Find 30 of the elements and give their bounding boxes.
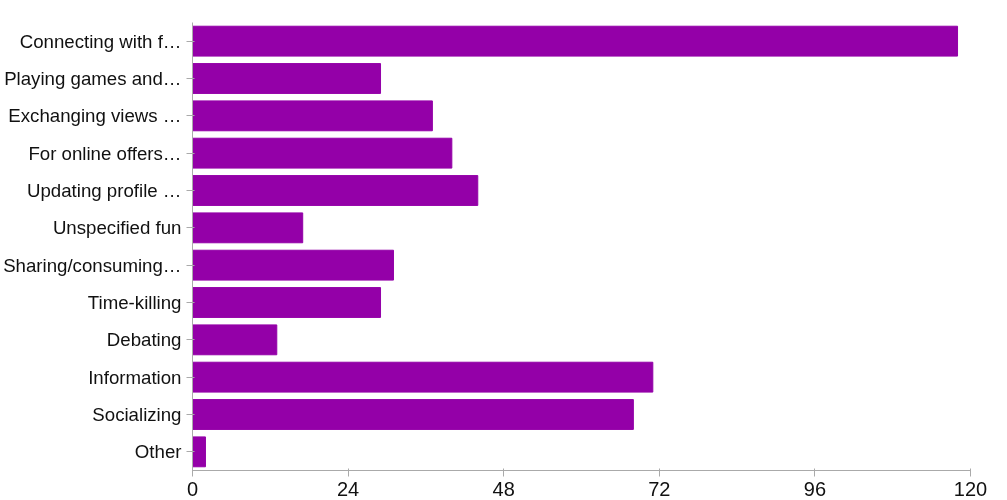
x-tick-label: 96	[803, 477, 827, 500]
y-tick-label: Updating profile …	[26, 180, 182, 201]
bar	[192, 361, 654, 393]
x-tick-label: 72	[648, 477, 671, 500]
x-tick-label: 120	[953, 477, 988, 500]
bar	[192, 100, 433, 132]
y-tick-label: Connecting with f…	[19, 30, 182, 52]
bar	[192, 324, 278, 356]
bar	[192, 25, 959, 57]
y-tick-label: Sharing/consuming…	[3, 254, 182, 276]
bar	[192, 63, 382, 94]
y-tick-label: Debating	[106, 329, 182, 351]
bar	[192, 287, 382, 318]
bar	[192, 212, 304, 244]
bar	[192, 249, 394, 281]
y-tick-label: Exchanging views …	[8, 105, 182, 127]
x-tick-label: 0	[186, 477, 199, 500]
y-tick-label: For online offers…	[28, 142, 182, 164]
y-tick-label: Playing games and…	[4, 68, 182, 89]
x-tick-label: 48	[492, 477, 515, 500]
bar	[192, 175, 479, 206]
x-tick-label: 24	[336, 477, 360, 500]
y-tick-label: Other	[134, 441, 182, 463]
bar	[192, 399, 634, 430]
bar	[192, 436, 206, 468]
bar	[192, 137, 453, 169]
y-tick-label: Socializing	[92, 404, 182, 425]
y-tick-label: Unspecified fun	[52, 217, 182, 239]
y-tick-label: Information	[88, 366, 182, 388]
y-tick-label: Time-killing	[87, 292, 182, 313]
